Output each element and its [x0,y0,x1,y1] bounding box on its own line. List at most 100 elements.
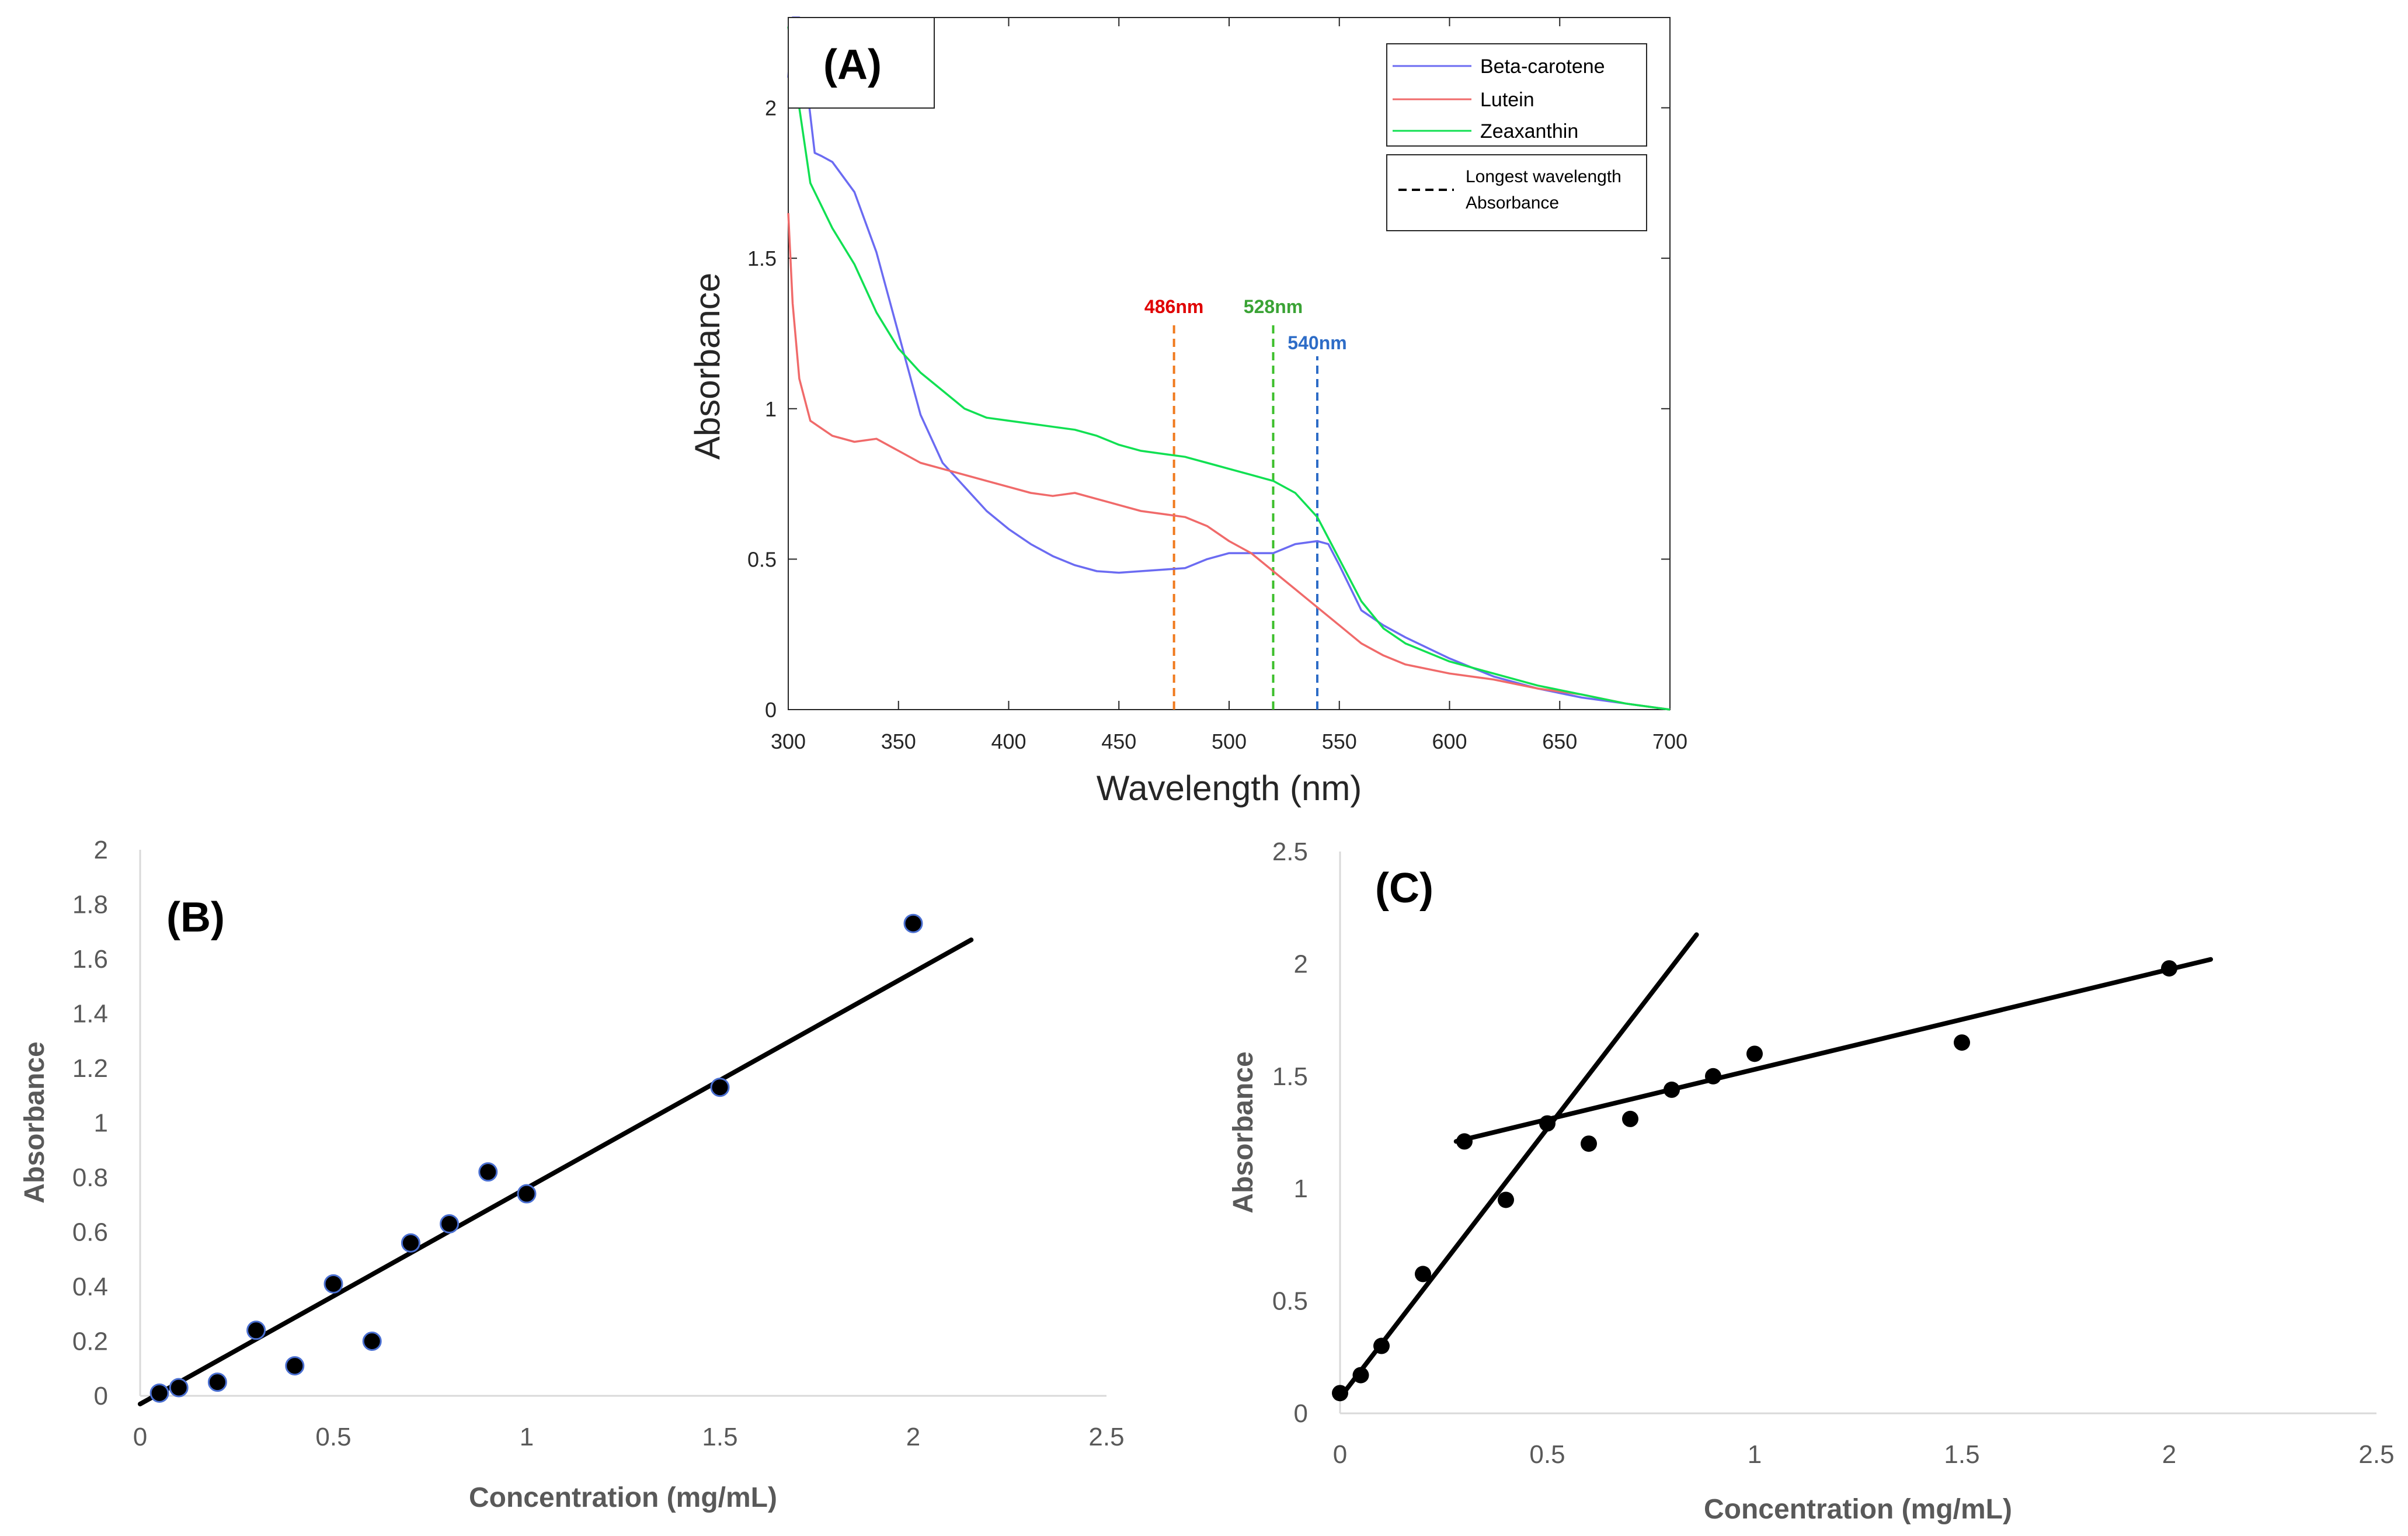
panel-b-ticks: 0 0.5 1 1.5 2 2.5 0 0.2 0.4 0.6 0.8 1 1.2 1.4 1.6 1.8 2 [72,836,1125,1451]
panel-b-y-tick-label: 0.8 [72,1163,108,1192]
panel-b-x-tick-label: 2.5 [1088,1423,1124,1451]
panel-a: 300 350 400 450 500 550 600 650 700 0 0.5 1 1.5 2 486… [688,16,1687,808]
panel-b-y-tick-label: 0.2 [72,1328,108,1356]
panel-a-label: (A) [823,41,882,88]
panel-b-x-tick-label: 1 [520,1423,534,1451]
panel-b-data-point [246,1320,266,1340]
panel-b-y-axis-title: Absorbance [19,1041,50,1203]
panel-b-data-point [401,1233,420,1253]
panel-c-data-point [1332,1385,1348,1402]
panel-b-y-tick-label: 1.4 [72,1000,108,1028]
panel-c-label: (C) [1375,865,1433,912]
panel-c-y-tick-label: 2.5 [1272,837,1308,866]
panel-b-data-point [169,1378,189,1398]
panel-a-x-tick-label: 700 [1652,729,1687,753]
panel-c-y-tick-label: 0.5 [1272,1287,1308,1316]
panel-b-x-tick-label: 0 [133,1423,147,1451]
panel-a-x-tick-label: 300 [771,729,806,753]
panel-b-y-tick-label: 1.6 [72,945,108,974]
panel-b-y-tick-label: 0.4 [72,1273,108,1301]
panel-c-x-tick-label: 2 [2162,1440,2176,1469]
panel-b-data-point [323,1274,343,1294]
panel-a-x-tick-label: 650 [1542,729,1577,753]
panel-c-data-point [1373,1337,1390,1354]
panel-c-y-tick-label: 2 [1294,950,1308,978]
panel-a-y-tick-label: 1.5 [747,246,777,270]
panel-b-trendlines [138,937,974,1407]
panel-c-data-point [1581,1135,1597,1152]
panel-b-x-tick-label: 2 [906,1423,920,1451]
panel-b-x-tick-label: 1.5 [702,1423,737,1451]
panel-a-x-axis-title: Wavelength (nm) [1097,769,1362,808]
panel-b-data-point [149,1383,169,1403]
panel-a-legend: Beta-carotene Lutein Zeaxanthin Longest … [1386,43,1647,231]
panel-c-trendline [1338,932,1699,1401]
panel-a-x-tick-label: 500 [1212,729,1247,753]
panel-b-y-tick-label: 0 [94,1382,108,1410]
panel-b-points [149,913,923,1403]
panel-b: 0 0.5 1 1.5 2 2.500.20.40.60.811.21.41.61.82 … [19,836,1125,1513]
panel-b-data-point [478,1162,498,1182]
legend-dashed-label-line2: Absorbance [1466,193,1559,213]
panel-a-y-tick-label: 2 [765,96,777,120]
panel-a-label-box [788,17,935,109]
panel-a-ticks: 300 350 400 450 500 550 600 650 700 0 0.5 1 1.5 2 [747,18,1687,753]
panel-b-y-tick-label: 1.8 [72,891,108,919]
panel-b-y-tick-label: 1 [94,1109,108,1138]
panel-b-data-point [440,1214,460,1233]
panel-b-y-tick-label: 2 [94,836,108,864]
annotation-label-540nm: 540nm [1287,332,1346,353]
panel-a-series [787,16,1671,711]
panel-a-legend-box [1386,43,1647,147]
annotation-label-486nm: 486nm [1144,296,1203,317]
panel-b-x-tick-label: 0.5 [315,1423,351,1451]
panel-a-x-tick-label: 550 [1322,729,1357,753]
panel-a-x-tick-label: 400 [991,729,1026,753]
panel-c-data-point [2161,960,2177,977]
panel-c-data-point [1954,1034,1970,1051]
panel-a-x-tick-label: 350 [881,729,916,753]
panel-c-y-tick-label: 1.5 [1272,1062,1308,1091]
panel-a-y-tick-label: 1 [765,397,777,421]
panel-a-y-tick-label: 0 [765,698,777,722]
legend-zeaxanthin-label: Zeaxanthin [1480,120,1578,143]
panel-c-y-tick-label: 0 [1294,1399,1308,1428]
panel-c-y-axis-title: Absorbance [1228,1051,1259,1213]
legend-lutein-label: Lutein [1480,89,1534,111]
panel-b-data-point [903,913,923,933]
panel-b-y-tick-label: 0.6 [72,1218,108,1247]
panel-c-data-point [1498,1191,1514,1208]
panel-b-trendline [138,937,974,1407]
panel-b-data-point [285,1356,305,1376]
panel-c-x-tick-label: 1 [1748,1440,1762,1469]
panel-b-data-point [710,1078,730,1097]
panel-c-x-tick-label: 1.5 [1944,1440,1979,1469]
panel-b-label: (B) [166,894,225,941]
panel-c-x-tick-label: 2.5 [2358,1440,2394,1469]
panel-c-data-point [1539,1115,1556,1132]
panel-b-x-axis-title: Concentration (mg/mL) [469,1482,777,1513]
legend-dashed-label-line1: Longest wavelength [1466,167,1621,186]
panel-a-y-axis-title: Absorbance [688,273,727,460]
panel-c: 0 0.5 1 1.5 2 2.5 0 0.5 1 1.5 2 2.5 (C) Concentrati… [1228,837,2395,1525]
panel-c-data-point [1664,1081,1680,1098]
panel-c-trendlines [1338,932,2213,1401]
panel-a-x-tick-label: 450 [1101,729,1136,753]
panel-c-data-point [1415,1266,1431,1283]
series-line-zeaxanthin [787,26,1671,711]
panel-c-data-point [1705,1068,1721,1085]
panel-c-points [1332,960,2177,1402]
panel-c-x-tick-label: 0 [1333,1440,1347,1469]
series-line-beta-carotene [787,16,1671,711]
panel-c-data-point [1746,1045,1763,1062]
panel-b-data-point [362,1332,382,1351]
panel-c-x-axis-title: Concentration (mg/mL) [1704,1494,2012,1525]
panel-c-data-point [1352,1367,1369,1384]
panel-b-y-tick-label: 1.2 [72,1054,108,1083]
annotation-label-528nm: 528nm [1244,296,1303,317]
panel-c-data-point [1456,1133,1473,1150]
series-line-lutein [787,213,1671,711]
panel-b-data-point [517,1184,537,1204]
panel-c-data-point [1622,1110,1638,1127]
